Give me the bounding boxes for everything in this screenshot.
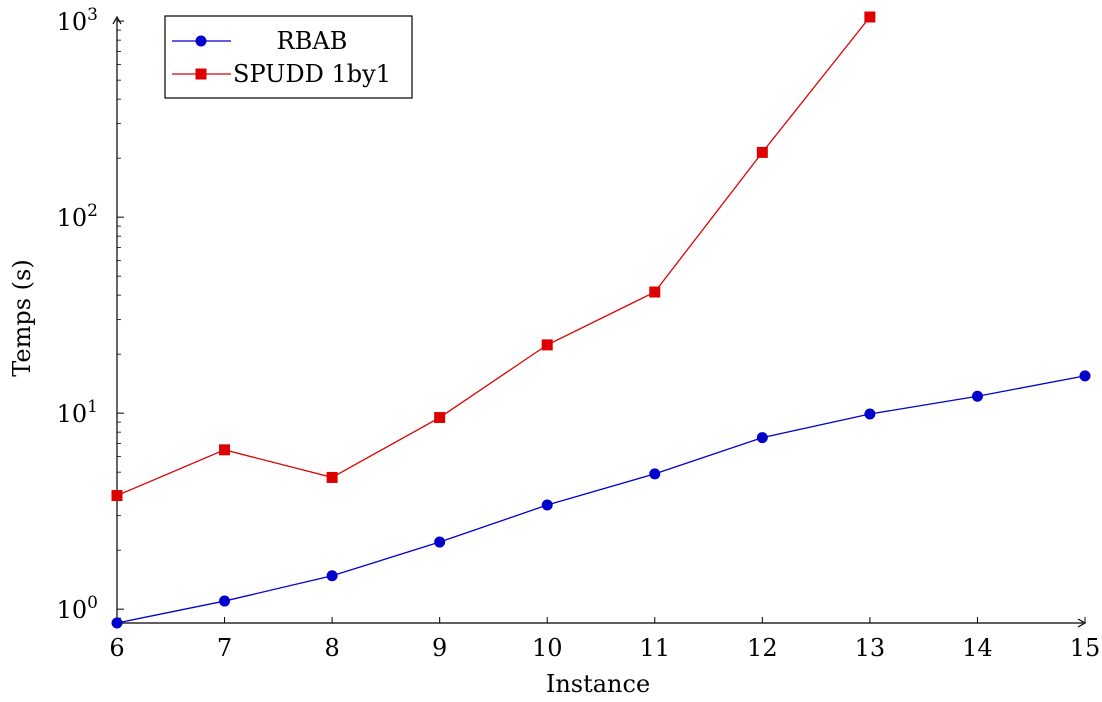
data-point xyxy=(971,390,983,402)
data-point xyxy=(219,444,231,456)
legend-box xyxy=(164,15,413,99)
x-tick-label: 12 xyxy=(747,634,778,662)
x-tick-label: 6 xyxy=(109,634,124,662)
data-point xyxy=(434,536,446,548)
x-tick-label: 8 xyxy=(324,634,339,662)
data-point xyxy=(111,490,123,502)
data-point xyxy=(756,432,768,444)
x-tick-label: 10 xyxy=(532,634,563,662)
data-point xyxy=(649,286,661,298)
data-point xyxy=(649,468,661,480)
data-point xyxy=(326,471,338,483)
legend-label: RBAB xyxy=(277,27,348,55)
data-point xyxy=(1079,370,1091,382)
y-tick-label: 102 xyxy=(57,201,98,232)
x-tick-label: 14 xyxy=(962,634,993,662)
x-tick-label: 11 xyxy=(640,634,671,662)
series-line xyxy=(116,16,871,497)
data-point xyxy=(541,499,553,511)
data-point xyxy=(111,617,123,629)
series-group xyxy=(111,11,1091,629)
series-line xyxy=(116,375,1086,624)
x-tick-label: 13 xyxy=(855,634,886,662)
y-axis-arrow xyxy=(112,15,122,25)
x-tick-label: 9 xyxy=(432,634,447,662)
tick-marks xyxy=(116,20,1086,623)
y-tick-label: 101 xyxy=(57,397,98,428)
data-point xyxy=(864,408,876,420)
tick-labels: 6 7 8 9 10 11 12 13 14 15 100 101 102 103 xyxy=(57,5,1101,662)
data-point xyxy=(219,595,231,607)
legend-label: SPUDD 1by1 xyxy=(233,60,391,88)
data-point xyxy=(864,11,876,23)
x-tick-label: 7 xyxy=(217,634,232,662)
legend-marker xyxy=(195,35,207,47)
data-point xyxy=(756,146,768,158)
axes xyxy=(112,15,1087,628)
y-axis-label: Temps (s) xyxy=(8,259,36,376)
data-point xyxy=(434,412,446,424)
x-tick-label: 15 xyxy=(1070,634,1101,662)
x-axis-label: Instance xyxy=(546,670,650,697)
y-tick-label: 100 xyxy=(57,593,98,624)
legend: RBAB SPUDD 1by1 xyxy=(164,15,413,99)
legend-marker xyxy=(195,68,207,80)
y-tick-label: 103 xyxy=(57,5,98,36)
data-point xyxy=(326,570,338,582)
data-point xyxy=(541,339,553,351)
